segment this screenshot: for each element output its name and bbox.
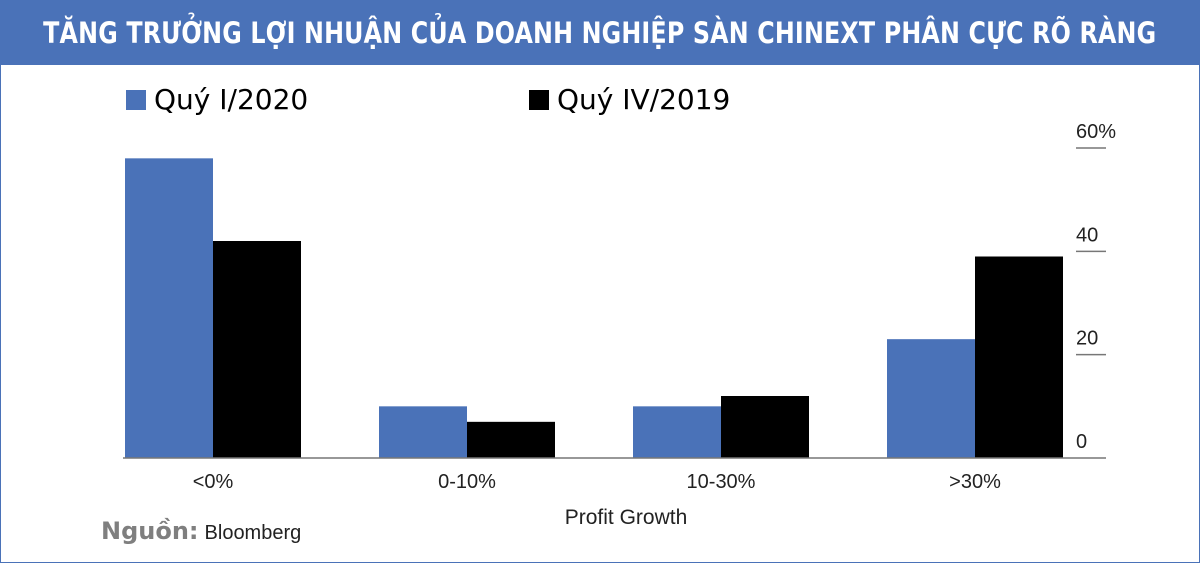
x-tick-label: 10-30% bbox=[687, 471, 756, 493]
x-tick-label: 0-10% bbox=[438, 471, 496, 493]
bar-series-2-cat-4 bbox=[975, 256, 1063, 458]
legend-item-series-2: Quý IV/2019 bbox=[529, 83, 730, 116]
bar-series-2-cat-3 bbox=[721, 396, 809, 458]
source-label: Nguồn: bbox=[101, 517, 199, 545]
legend-swatch-series-1 bbox=[126, 89, 146, 110]
legend-label-series-2: Quý IV/2019 bbox=[557, 83, 731, 116]
source-note: Nguồn: Bloomberg bbox=[101, 517, 301, 545]
x-axis-label: Profit Growth bbox=[565, 506, 688, 529]
y-tick-label: 0 bbox=[1076, 431, 1087, 453]
source-value: Bloomberg bbox=[204, 522, 302, 544]
bar-series-2-cat-2 bbox=[467, 421, 555, 458]
bar-series-1-cat-1 bbox=[125, 158, 213, 459]
legend-label-series-1: Quý I/2020 bbox=[154, 83, 309, 116]
y-tick-label: 60% bbox=[1076, 121, 1116, 143]
chart-title: TĂNG TRƯỞNG LỢI NHUẬN CỦA DOANH NGHIỆP S… bbox=[43, 16, 1157, 50]
bar-series-1-cat-2 bbox=[379, 406, 467, 458]
bar-series-2-cat-1 bbox=[213, 241, 301, 458]
x-tick-label: <0% bbox=[193, 471, 234, 493]
y-tick-label: 40 bbox=[1076, 224, 1098, 246]
y-tick-label: 20 bbox=[1076, 328, 1098, 350]
legend-swatch-series-2 bbox=[529, 89, 549, 110]
bar-series-1-cat-3 bbox=[633, 406, 721, 458]
x-tick-label: >30% bbox=[949, 471, 1001, 493]
bar-series-1-cat-4 bbox=[887, 339, 975, 458]
title-bar: TĂNG TRƯỞNG LỢI NHUẬN CỦA DOANH NGHIỆP S… bbox=[1, 1, 1199, 65]
legend-item-series-1: Quý I/2020 bbox=[126, 83, 308, 116]
